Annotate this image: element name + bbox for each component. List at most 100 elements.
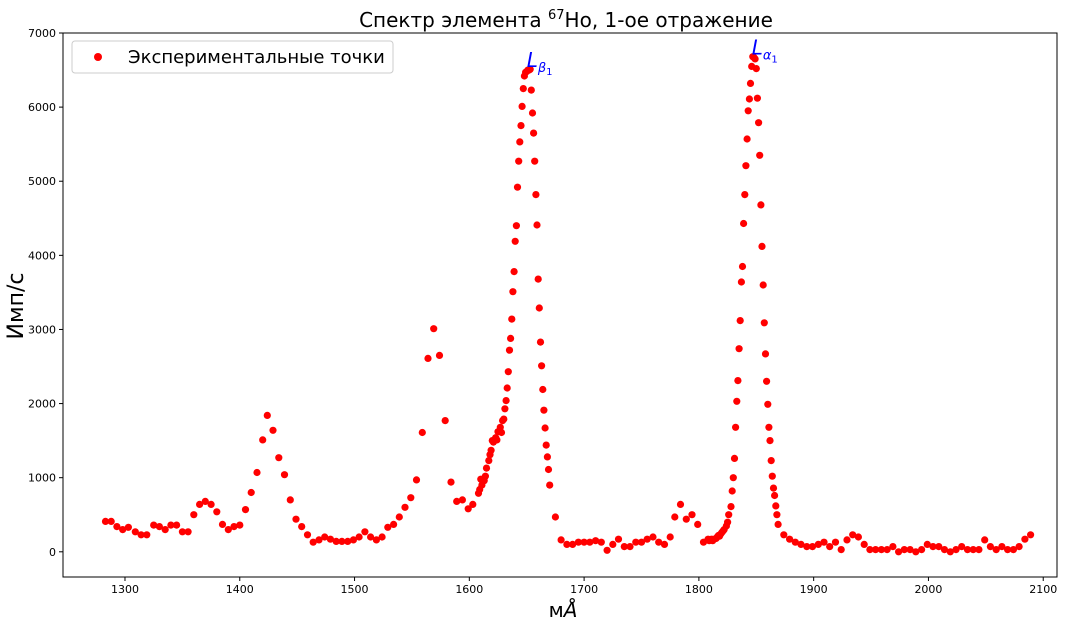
data-point (952, 546, 960, 554)
data-point (485, 457, 493, 465)
data-point (580, 538, 588, 546)
data-point (435, 351, 444, 359)
data-point (773, 511, 781, 519)
data-point (752, 65, 760, 73)
data-point (744, 107, 752, 115)
data-point (505, 346, 514, 354)
data-point (742, 162, 750, 170)
data-point (101, 517, 110, 526)
data-point (603, 546, 611, 554)
data-point (536, 338, 545, 346)
data-point (895, 548, 903, 556)
data-point (655, 538, 663, 546)
x-axis-label-italic: Å (562, 598, 578, 622)
x-tick-label: 1400 (226, 583, 254, 596)
data-point (390, 520, 398, 529)
y-tick-label: 3000 (28, 323, 56, 336)
data-point (497, 428, 506, 437)
data-point (107, 517, 115, 526)
legend-marker (94, 53, 102, 61)
data-point (797, 540, 805, 549)
data-point (557, 536, 565, 544)
annotation-label: L (752, 36, 763, 60)
data-point (143, 531, 151, 539)
data-point (592, 537, 600, 545)
x-axis-label: мÅ (549, 598, 578, 622)
data-point (241, 506, 250, 514)
data-point (338, 537, 346, 546)
data-point (574, 538, 583, 546)
data-point (464, 505, 472, 513)
data-point (774, 520, 782, 529)
data-point (735, 345, 743, 353)
data-point (224, 526, 232, 534)
data-point (768, 472, 776, 480)
data-point (309, 538, 317, 546)
plot-frame (62, 32, 1058, 578)
data-point (173, 521, 181, 529)
legend-box (71, 40, 394, 74)
data-point (155, 523, 163, 531)
data-point (826, 543, 834, 551)
x-tick-label: 2000 (914, 583, 942, 596)
data-point (544, 465, 553, 474)
data-point (526, 65, 534, 73)
data-point (772, 502, 780, 510)
data-point (407, 494, 415, 502)
data-point (759, 281, 767, 289)
x-tick-label: 1500 (341, 583, 369, 596)
data-point (513, 183, 522, 191)
data-point (597, 538, 605, 546)
x-tick-label: 1900 (800, 583, 828, 596)
data-point (808, 543, 817, 551)
chart-title: Спектр элемента 67Ho, 1-ое отражение (359, 8, 773, 32)
data-point (766, 437, 774, 445)
data-point (469, 500, 477, 508)
data-point (509, 288, 517, 296)
data-point (418, 428, 426, 437)
data-point (767, 457, 775, 465)
annotation-label: L (527, 48, 538, 72)
data-point (540, 406, 548, 414)
data-point (286, 496, 294, 504)
data-point (510, 268, 518, 276)
data-point (755, 119, 763, 127)
data-point (230, 523, 238, 531)
data-point (756, 151, 764, 159)
data-point (503, 384, 511, 392)
annotation-subscript: α (763, 49, 772, 64)
data-point (854, 533, 863, 541)
data-point (534, 275, 542, 283)
data-point (321, 533, 329, 541)
data-point (430, 325, 438, 333)
data-point (493, 436, 501, 444)
chart-title-suffix: Ho, 1-ое отражение (565, 8, 773, 32)
data-point (184, 528, 192, 536)
data-point (349, 536, 357, 544)
data-point (883, 546, 891, 554)
data-point (150, 521, 158, 529)
data-point (725, 511, 733, 519)
data-point (401, 503, 409, 511)
data-point (447, 478, 455, 486)
data-point (732, 423, 740, 431)
data-point (119, 526, 127, 534)
data-point (1009, 546, 1018, 554)
data-point (507, 334, 515, 342)
data-point (906, 546, 914, 554)
data-point (161, 526, 169, 534)
annotation-subscript: β (537, 61, 546, 76)
data-point (733, 397, 741, 405)
data-point (332, 537, 340, 546)
data-point (734, 377, 742, 385)
data-point (666, 533, 674, 541)
data-point (178, 528, 186, 536)
data-point (378, 533, 386, 541)
data-point (190, 511, 198, 519)
data-point (535, 304, 543, 312)
data-point (745, 95, 754, 103)
data-point (519, 85, 527, 93)
data-point (1015, 543, 1023, 551)
